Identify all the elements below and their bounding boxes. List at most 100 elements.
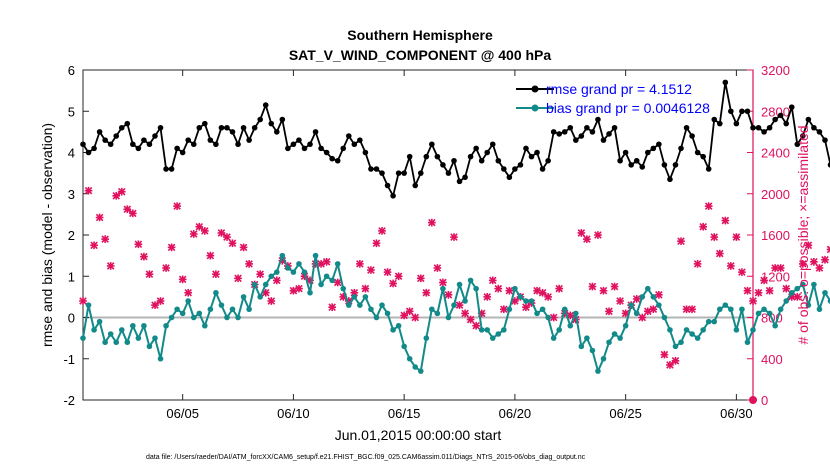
bias-point	[96, 318, 103, 325]
rmse-point	[617, 157, 623, 164]
rmse-point	[334, 157, 341, 164]
bias-point	[550, 335, 557, 341]
bias-point	[462, 298, 468, 304]
obs-count-point	[649, 305, 658, 314]
rmse-point	[816, 129, 823, 135]
bias-point	[584, 335, 590, 341]
bias-point	[312, 252, 319, 259]
rmse-point	[584, 124, 590, 131]
obs-count-point	[793, 293, 802, 301]
bias-point	[351, 294, 358, 300]
bias-point	[163, 322, 169, 329]
chart-title-line-1: Southern Hemisphere	[347, 27, 493, 43]
bias-point	[423, 335, 430, 341]
obs-count-point	[367, 266, 375, 274]
obs-count-point	[106, 262, 115, 270]
bias-point	[384, 310, 391, 317]
bias-point	[246, 306, 252, 313]
bias-point	[800, 281, 806, 288]
left-tick-label: 1	[68, 269, 75, 284]
obs-count-point	[234, 274, 242, 283]
obs-count-point	[776, 264, 785, 272]
obs-count-point	[727, 262, 735, 270]
obs-count-point	[655, 290, 663, 299]
rmse-point	[573, 137, 579, 143]
bias-point	[633, 310, 640, 317]
rmse-point	[683, 124, 690, 131]
obs-count-point	[826, 245, 830, 254]
obs-count-point	[372, 239, 381, 248]
obs-count-point	[632, 295, 641, 303]
legend-bias-label: bias grand pr = 0.0046128	[546, 100, 710, 116]
obs-count-point	[549, 313, 558, 322]
bias-point	[434, 310, 441, 317]
rmse-point	[501, 166, 507, 172]
rmse-point	[318, 145, 324, 152]
bias-point	[362, 294, 369, 300]
rmse-point	[694, 149, 701, 156]
legend-bias-marker	[531, 104, 539, 112]
bias-point	[185, 298, 192, 304]
left-axis-ticks: -2 -1 0 1 2 3 4 5 6	[63, 63, 89, 408]
x-tick-label: 06/05	[166, 406, 199, 421]
rmse-point	[390, 193, 396, 199]
bias-point	[102, 339, 108, 346]
rmse-point	[345, 133, 352, 139]
bias-point	[794, 285, 801, 292]
rmse-point	[329, 155, 335, 162]
rmse-point	[107, 141, 114, 148]
rmse-point	[556, 131, 562, 137]
rmse-point	[595, 116, 601, 123]
left-tick-label: 0	[68, 311, 75, 326]
rmse-point	[827, 162, 830, 168]
bias-point	[656, 302, 662, 308]
rmse-point	[506, 174, 513, 181]
rmse-point	[118, 124, 125, 131]
obs-count-point	[184, 288, 193, 297]
bias-point	[451, 302, 457, 308]
obs-count-point	[466, 315, 475, 324]
obs-count-point	[356, 260, 364, 268]
rmse-point	[667, 176, 673, 183]
bias-point	[135, 335, 142, 341]
bias-point	[644, 285, 651, 292]
bias-point	[213, 289, 219, 296]
bias-point	[307, 289, 313, 296]
bias-point	[340, 285, 347, 292]
obs-count-point	[378, 227, 386, 235]
obs-point-stroke	[826, 245, 830, 251]
obs-count-point	[638, 313, 647, 322]
bias-point	[323, 273, 330, 280]
bias-point	[146, 343, 153, 350]
right-tick-label: 3200	[761, 63, 790, 78]
bias-point	[766, 310, 773, 317]
obs-count-point	[256, 270, 265, 279]
obs-count-point	[555, 284, 564, 293]
right-tick-label: 1600	[761, 228, 790, 243]
bias-point	[827, 298, 830, 304]
rmse-point	[285, 145, 291, 152]
bias-point	[379, 302, 385, 308]
obs-count-point	[428, 218, 436, 227]
rmse-point	[716, 120, 723, 127]
bias-point	[130, 322, 136, 329]
obs-count-point	[145, 270, 154, 279]
rmse-point	[373, 166, 380, 172]
bias-point	[301, 269, 308, 275]
rmse-point	[279, 116, 286, 123]
bias-point	[495, 331, 502, 337]
rmse-point	[251, 124, 258, 131]
obs-count-point	[217, 229, 226, 237]
left-tick-label: 4	[68, 146, 75, 161]
obs-count-point	[178, 275, 187, 284]
obs-count-point	[693, 260, 702, 268]
rmse-point	[772, 116, 778, 123]
obs-count-point	[267, 297, 276, 305]
rmse-point	[246, 137, 252, 143]
obs-count-point	[760, 276, 768, 285]
bias-point	[113, 339, 120, 346]
rmse-point	[611, 124, 618, 131]
rmse-point	[539, 166, 546, 172]
